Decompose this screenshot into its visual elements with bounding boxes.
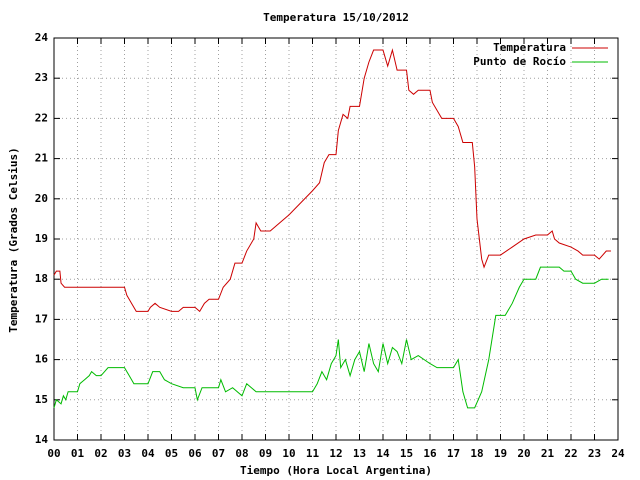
plot-frame (53, 37, 619, 441)
y-tick-label: 16 (35, 353, 49, 366)
y-tick-label: 18 (35, 272, 48, 285)
legend-label: Punto de Rocío (473, 55, 566, 68)
y-tick-label: 15 (35, 393, 48, 406)
x-tick-label: 14 (376, 447, 390, 460)
legend-label: Temperatura (493, 41, 566, 54)
x-tick-label: 03 (118, 447, 131, 460)
x-tick-label: 05 (165, 447, 178, 460)
y-tick-label: 17 (35, 312, 48, 325)
x-tick-label: 21 (541, 447, 555, 460)
y-tick-label: 19 (35, 232, 48, 245)
x-tick-label: 01 (71, 447, 85, 460)
x-tick-label: 23 (588, 447, 601, 460)
x-tick-label: 12 (329, 447, 342, 460)
x-tick-label: 18 (470, 447, 483, 460)
line-series (53, 48, 611, 313)
x-tick-label: 19 (494, 447, 507, 460)
y-tick-label: 14 (35, 433, 49, 446)
x-tick-label: 02 (94, 447, 107, 460)
y-axis-label: Temperatura (Grados Celsius) (7, 147, 20, 332)
x-tick-label: 09 (259, 447, 272, 460)
x-tick-label: 07 (212, 447, 225, 460)
line-series (53, 266, 609, 409)
x-tick-label: 11 (306, 447, 320, 460)
y-tick-label: 20 (35, 192, 48, 205)
x-tick-label: 24 (611, 447, 625, 460)
x-tick-label: 06 (188, 447, 202, 460)
x-axis-label: Tiempo (Hora Local Argentina) (240, 464, 432, 477)
x-tick-label: 10 (282, 447, 295, 460)
x-tick-label: 04 (141, 447, 155, 460)
x-tick-label: 15 (400, 447, 413, 460)
x-tick-label: 17 (447, 447, 460, 460)
chart-title: Temperatura 15/10/2012 (263, 11, 409, 24)
x-tick-label: 13 (353, 447, 366, 460)
y-tick-label: 24 (35, 31, 49, 44)
y-tick-label: 21 (35, 152, 49, 165)
x-tick-label: 00 (47, 447, 60, 460)
x-tick-label: 20 (517, 447, 530, 460)
y-tick-label: 22 (35, 111, 48, 124)
y-tick-label: 23 (35, 71, 48, 84)
x-tick-label: 16 (423, 447, 437, 460)
x-tick-label: 22 (564, 447, 577, 460)
x-tick-label: 08 (235, 447, 248, 460)
